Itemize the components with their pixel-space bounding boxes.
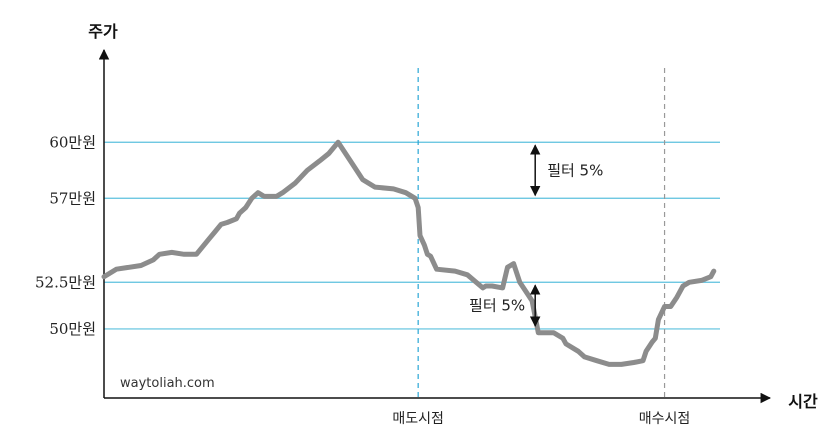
y-tick-label: 50만원 [49, 320, 96, 338]
filter-label: 필터 5% [547, 161, 603, 179]
price-line [101, 139, 717, 367]
y-tick-label: 52.5만원 [35, 273, 96, 291]
y-tick-label: 57만원 [49, 189, 96, 207]
event-label: 매도시점 [392, 411, 444, 427]
event-lines [417, 68, 666, 398]
grid-lines [104, 141, 720, 330]
filter-layer: 필터 5% 필터 5% [469, 144, 603, 327]
series-layer [101, 139, 717, 367]
event-label: 매수시점 [639, 411, 691, 427]
y-tick-labels: 60만원 57만원 52.5만원 50만원 [35, 133, 96, 338]
event-labels: 매도시점 매수시점 [392, 411, 690, 427]
x-axis-title: 시간 [788, 392, 818, 411]
filter-label: 필터 5% [469, 297, 525, 315]
y-tick-label: 60만원 [49, 133, 96, 151]
watermark-text: waytoliah.com [120, 376, 215, 391]
y-axis-title: 주가 [88, 22, 118, 41]
